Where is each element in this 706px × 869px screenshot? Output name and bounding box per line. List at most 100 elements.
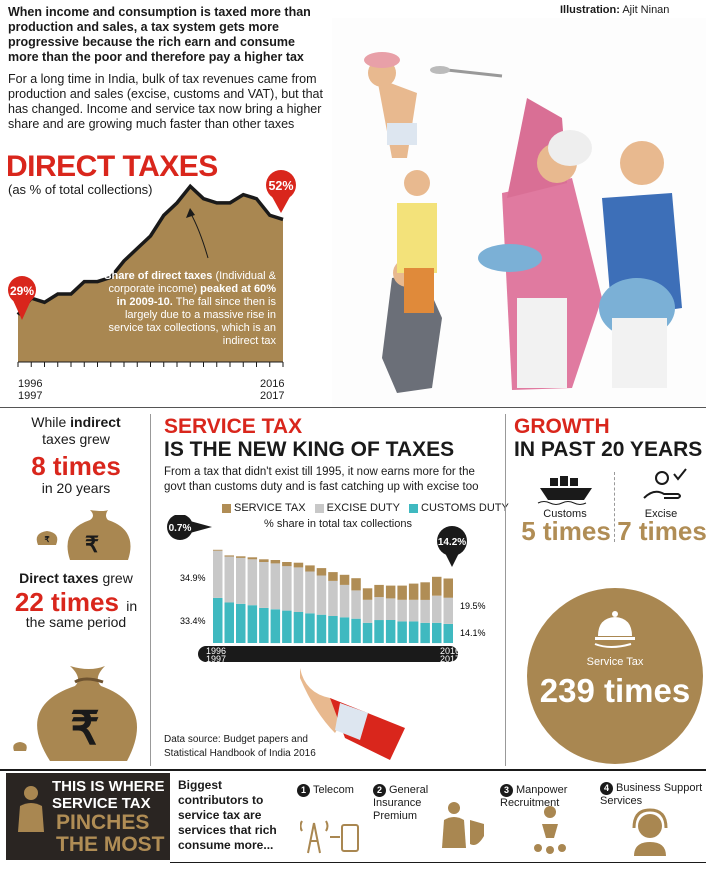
area-year-start: 1996 1997: [18, 378, 43, 402]
bar-customs-duty: [293, 612, 304, 644]
growth-title: GROWTH: [514, 415, 610, 438]
bar-excise-duty: [247, 559, 258, 606]
spoon: [446, 68, 503, 78]
bar-customs-duty: [420, 622, 430, 644]
bar-customs-duty: [397, 621, 407, 643]
label-customs-end: 14.1%: [460, 628, 486, 638]
service-tax-growth-label: Service Tax: [586, 656, 644, 668]
bar-service-tax: [339, 574, 350, 585]
badge-start: 0.7%: [167, 515, 212, 540]
bar-excise-duty: [282, 566, 292, 611]
bar-customs-duty: [339, 617, 350, 643]
bar-excise-duty: [293, 567, 304, 612]
bar-service-tax: [247, 557, 258, 560]
bar-excise-duty: [408, 599, 419, 622]
bar-service-tax: [236, 556, 246, 558]
bar-customs-duty: [316, 614, 327, 644]
support-agent-icon: [632, 808, 668, 856]
svg-text:₹: ₹: [85, 532, 99, 557]
bar-customs-duty: [305, 613, 315, 643]
bar-excise-duty: [316, 575, 327, 615]
bar-excise-duty: [224, 556, 234, 603]
customs-growth-value: 5 times: [521, 516, 611, 546]
bar-customs-duty: [259, 607, 269, 643]
bar-service-tax: [316, 568, 327, 576]
service-tax-subtitle: IS THE NEW KING OF TAXES: [164, 438, 455, 461]
service-tax-growth-value: 239 times: [539, 672, 691, 709]
bar-service-tax: [259, 559, 269, 562]
legend-swatch-service: [222, 503, 231, 513]
bar-excise-duty: [385, 598, 396, 620]
label-excise-start: 34.9%: [180, 573, 206, 583]
contributor-business-support: 4 Business Support Services: [600, 782, 703, 807]
cargo-ship-icon: [537, 476, 592, 505]
indirect-growth-value: 8 times: [31, 451, 121, 481]
bowl-left: [478, 244, 542, 272]
service-tax-stacked-chart: 0.7% 14.2% 34.9% 33.4% 19.5% 14.1% 1996 …: [167, 515, 486, 664]
bar-service-tax: [224, 555, 234, 557]
bar-service-tax: [282, 562, 292, 567]
customs-growth-label: Customs: [543, 508, 587, 520]
insurance-shield-icon: [442, 802, 484, 848]
svg-text:₹: ₹: [44, 535, 49, 544]
bar-customs-duty: [328, 616, 338, 643]
legend-swatch-excise: [314, 503, 324, 513]
hand-coins-icon: [643, 468, 687, 499]
cartoon-illustration: [332, 18, 706, 406]
growth-divider: [614, 472, 615, 542]
bar-excise-duty: [397, 599, 407, 622]
contributor-insurance: 2 General Insurance Premium: [373, 784, 429, 822]
label-excise-end: 19.5%: [460, 601, 486, 611]
legend-subtitle: % share in total tax collections: [264, 518, 412, 530]
excise-growth-value: 7 times: [617, 516, 706, 546]
recruitment-icon: [534, 806, 566, 854]
bar-customs-duty: [432, 622, 442, 644]
direct-taxes-title: DIRECT TAXES: [6, 150, 218, 183]
bar-excise-duty: [420, 599, 430, 623]
bar-excise-duty: [259, 562, 269, 608]
bar-excise-duty: [213, 550, 223, 598]
bottom-divider: [0, 769, 706, 771]
direct-growth-period: the same period: [25, 614, 127, 630]
cloche-icon: [594, 611, 635, 648]
bar-service-tax: [328, 572, 338, 581]
person-shrug-icon: [18, 786, 44, 832]
bar-excise-duty: [443, 597, 453, 624]
intro-body: For a long time in India, bulk of tax re…: [8, 72, 323, 131]
direct-growth-text: Direct taxes grew: [19, 570, 133, 586]
bar-customs-duty: [374, 620, 384, 643]
bar-excise-duty: [236, 557, 246, 604]
pinch-heading: THIS IS WHERE SERVICE TAX: [52, 778, 165, 812]
bar-service-tax: [374, 584, 384, 598]
svg-text:14.2%: 14.2%: [438, 537, 466, 548]
end-badge: 52%: [266, 170, 296, 213]
direct-taxes-area: [18, 186, 283, 362]
bar-service-tax: [397, 585, 407, 600]
telecom-tower-icon: [300, 820, 359, 854]
bar-service-tax: [385, 585, 396, 599]
label-customs-start: 33.4%: [180, 616, 206, 626]
chart-year-start: 1996: [206, 646, 226, 656]
badge-end: 14.2%: [437, 526, 467, 567]
pinch-heading-accent: PINCHES THE MOST: [56, 811, 165, 856]
bar-excise-duty: [374, 597, 384, 621]
bar-customs-duty: [385, 620, 396, 643]
biggest-contributors-text: Biggest contributors to service tax are …: [178, 778, 277, 852]
bar-service-tax: [362, 588, 373, 600]
svg-text:52%: 52%: [268, 179, 293, 193]
legend-swatch-customs: [409, 503, 419, 513]
bar-excise-duty: [432, 595, 442, 623]
bar-service-tax: [408, 583, 419, 600]
bar-customs-duty: [408, 621, 419, 643]
bar-service-tax: [270, 560, 281, 564]
indirect-growth-period: in 20 years: [41, 480, 111, 496]
direct-taxes-annotation: Share of direct taxes (Individual & corp…: [104, 270, 276, 347]
illustration-credit: Illustration: Ajit Ninan: [560, 4, 670, 16]
bar-customs-duty: [443, 624, 453, 643]
direct-taxes-area-chart: 29% 52%: [8, 170, 296, 367]
bar-service-tax: [420, 582, 430, 600]
bar-excise-duty: [270, 563, 281, 610]
bar-service-tax: [213, 549, 223, 551]
section-divider: [0, 407, 706, 408]
svg-text:₹: ₹: [70, 702, 99, 754]
